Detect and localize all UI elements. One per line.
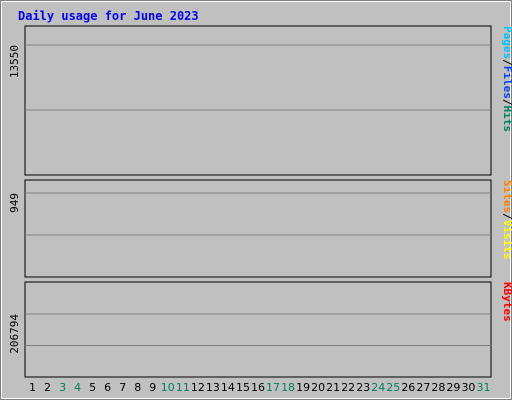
x-tick-day-18: 18 bbox=[281, 381, 295, 394]
panel-middle-plot-area bbox=[24, 179, 492, 278]
x-tick-day-4: 4 bbox=[74, 381, 81, 394]
x-tick-day-24: 24 bbox=[371, 381, 385, 394]
x-tick-day-16: 16 bbox=[251, 381, 265, 394]
panel-top-ymax-label: 13550 bbox=[8, 45, 21, 78]
panel-bottom-legend: KBytes bbox=[501, 282, 512, 322]
x-tick-day-1: 1 bbox=[29, 381, 36, 394]
panel-middle: 949 Sites/Visits bbox=[8, 179, 512, 278]
x-tick-day-19: 19 bbox=[296, 381, 310, 394]
panel-middle-legend-word-0: Sites bbox=[501, 180, 512, 213]
panel-bottom-ymax-label: 206794 bbox=[8, 314, 21, 354]
x-tick-day-27: 27 bbox=[416, 381, 430, 394]
panel-top-legend-word-0: Pages bbox=[501, 26, 512, 59]
panel-top-legend-word-4: Hits bbox=[501, 106, 512, 133]
x-tick-day-17: 17 bbox=[266, 381, 280, 394]
x-tick-day-8: 8 bbox=[134, 381, 141, 394]
panel-bottom-plot-area bbox=[24, 281, 492, 378]
panel-middle-legend: Sites/Visits bbox=[501, 180, 512, 260]
panel-top-legend-word-2: Files bbox=[501, 66, 512, 99]
x-tick-day-21: 21 bbox=[326, 381, 340, 394]
x-tick-day-9: 9 bbox=[149, 381, 156, 394]
x-tick-day-30: 30 bbox=[461, 381, 475, 394]
x-tick-day-12: 12 bbox=[191, 381, 205, 394]
x-tick-day-5: 5 bbox=[89, 381, 96, 394]
panel-top-legend-word-3: / bbox=[501, 99, 512, 106]
x-tick-day-14: 14 bbox=[221, 381, 235, 394]
x-tick-day-22: 22 bbox=[341, 381, 355, 394]
x-tick-day-28: 28 bbox=[431, 381, 445, 394]
panel-top-legend: Pages/Files/Hits bbox=[501, 26, 512, 132]
x-tick-day-23: 23 bbox=[356, 381, 370, 394]
x-tick-day-15: 15 bbox=[236, 381, 250, 394]
x-tick-day-10: 10 bbox=[161, 381, 175, 394]
x-tick-day-6: 6 bbox=[104, 381, 111, 394]
panel-bottom-legend-word-0: KBytes bbox=[501, 282, 512, 322]
x-tick-day-26: 26 bbox=[401, 381, 415, 394]
panel-middle-legend-word-2: Visits bbox=[501, 220, 512, 260]
x-tick-day-31: 31 bbox=[476, 381, 490, 394]
panel-top-plot-area bbox=[24, 25, 492, 176]
panel-bottom: 206794 KBytes bbox=[8, 281, 512, 378]
x-tick-day-25: 25 bbox=[386, 381, 400, 394]
panel-middle-legend-word-1: / bbox=[501, 213, 512, 220]
x-tick-day-29: 29 bbox=[446, 381, 460, 394]
x-tick-day-3: 3 bbox=[59, 381, 66, 394]
x-tick-day-2: 2 bbox=[44, 381, 51, 394]
panel-middle-ymax-label: 949 bbox=[8, 193, 21, 213]
x-tick-day-13: 13 bbox=[206, 381, 220, 394]
x-tick-day-7: 7 bbox=[119, 381, 126, 394]
panel-top-legend-word-1: / bbox=[501, 59, 512, 66]
x-tick-day-11: 11 bbox=[176, 381, 190, 394]
chart-title: Daily usage for June 2023 bbox=[18, 9, 199, 23]
x-tick-day-20: 20 bbox=[311, 381, 325, 394]
